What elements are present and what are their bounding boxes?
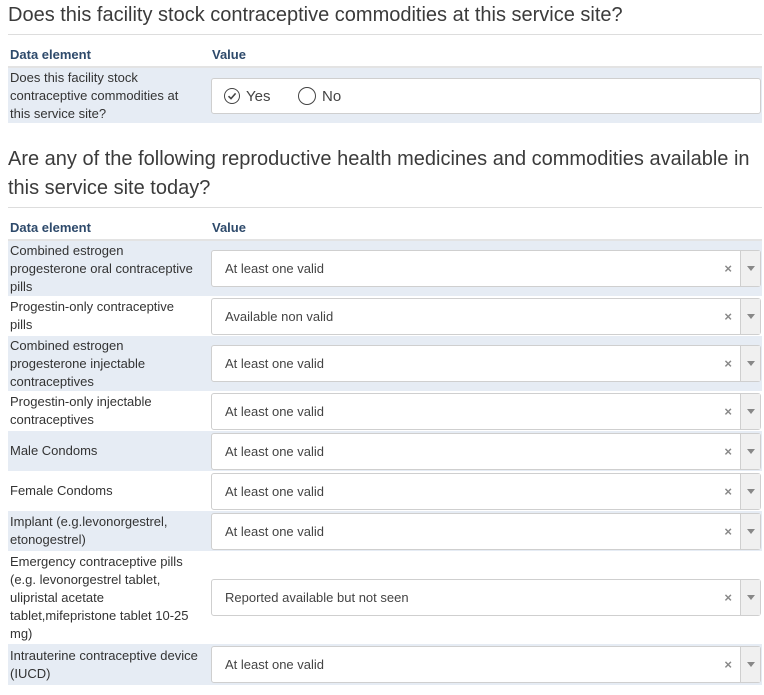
section-divider [8, 207, 762, 208]
chevron-down-icon[interactable] [740, 647, 760, 682]
check-circle-icon [224, 88, 240, 104]
availability-select[interactable]: At least one valid × [211, 513, 761, 550]
clear-x-icon[interactable]: × [724, 356, 732, 371]
section-title-availability: Are any of the following reproductive he… [8, 148, 750, 199]
chevron-down-icon[interactable] [740, 474, 760, 509]
clear-x-icon[interactable]: × [724, 657, 732, 672]
header-underline [8, 239, 762, 241]
chevron-down-icon[interactable] [740, 394, 760, 429]
clear-x-icon[interactable]: × [724, 524, 732, 539]
select-value: At least one valid [225, 524, 325, 539]
radio-yes[interactable]: Yes [224, 79, 270, 113]
row-label: Progestin-only contraceptive pills [10, 299, 175, 332]
row-label: Male Condoms [10, 443, 98, 458]
availability-select[interactable]: Reported available but not seen × [211, 579, 761, 616]
table-row: Male Condoms At least one valid × [8, 431, 762, 471]
availability-select[interactable]: At least one valid × [211, 473, 761, 510]
chevron-down-icon[interactable] [740, 346, 760, 381]
header-data-element: Data element [10, 47, 91, 62]
select-value: Reported available but not seen [225, 590, 409, 605]
radio-yes-label: Yes [246, 87, 271, 105]
select-value: Available non valid [225, 309, 334, 324]
table-row: Implant (e.g.levonorgestrel, etonogestre… [8, 511, 762, 551]
row-label: Emergency contraceptive pills (e.g. levo… [10, 553, 189, 641]
select-value: At least one valid [225, 657, 325, 672]
select-value: At least one valid [225, 261, 325, 276]
clear-x-icon[interactable]: × [724, 484, 732, 499]
table-row: Does this facility stock contraceptive c… [8, 68, 762, 123]
chevron-down-icon[interactable] [740, 514, 760, 549]
chevron-down-icon[interactable] [740, 434, 760, 469]
row-label: Progestin-only injectable contraceptives [10, 394, 152, 427]
table-row: Progestin-only injectable contraceptives… [8, 391, 762, 431]
chevron-down-icon[interactable] [740, 580, 760, 615]
radio-no[interactable]: No [298, 79, 341, 113]
clear-x-icon[interactable]: × [724, 590, 732, 605]
select-value: At least one valid [225, 404, 325, 419]
radio-empty-icon [298, 87, 316, 105]
header-underline [8, 66, 762, 68]
select-value: At least one valid [225, 484, 325, 499]
row-label: Implant (e.g.levonorgestrel, etonogestre… [10, 514, 168, 547]
select-value: At least one valid [225, 444, 325, 459]
clear-x-icon[interactable]: × [724, 404, 732, 419]
header-value: Value [212, 220, 246, 235]
row-label: Intrauterine contraceptive device (IUCD) [10, 647, 198, 681]
header-data-element: Data element [10, 220, 91, 235]
table-row: Combined estrogen progesterone injectabl… [8, 336, 762, 391]
table-row: Progestin-only contraceptive pills Avail… [8, 296, 762, 336]
section-title-stock: Does this facility stock contraceptive c… [8, 4, 623, 26]
table-row: Combined estrogen progesterone oral cont… [8, 241, 762, 296]
row-label: Female Condoms [10, 483, 113, 498]
table-header: Data element Value [8, 41, 762, 68]
row-label: Does this facility stock contraceptive c… [10, 69, 179, 121]
availability-select[interactable]: At least one valid × [211, 250, 761, 287]
availability-select[interactable]: At least one valid × [211, 393, 761, 430]
table-row: Emergency contraceptive pills (e.g. levo… [8, 551, 762, 644]
availability-select[interactable]: At least one valid × [211, 433, 761, 470]
clear-x-icon[interactable]: × [724, 261, 732, 276]
availability-select[interactable]: At least one valid × [211, 345, 761, 382]
row-label: Combined estrogen progesterone oral cont… [10, 242, 193, 294]
chevron-down-icon[interactable] [740, 299, 760, 334]
table-header: Data element Value [8, 214, 762, 241]
clear-x-icon[interactable]: × [724, 309, 732, 324]
section-divider [8, 34, 762, 35]
yes-no-radio-group: Yes No [211, 78, 761, 114]
header-value: Value [212, 47, 246, 62]
row-label: Combined estrogen progesterone injectabl… [10, 337, 146, 389]
table-row: Intrauterine contraceptive device (IUCD)… [8, 644, 762, 685]
availability-select[interactable]: At least one valid × [211, 646, 761, 683]
radio-no-label: No [322, 87, 342, 105]
clear-x-icon[interactable]: × [724, 444, 732, 459]
table-row: Female Condoms At least one valid × [8, 471, 762, 511]
availability-select[interactable]: Available non valid × [211, 298, 761, 335]
chevron-down-icon[interactable] [740, 251, 760, 286]
select-value: At least one valid [225, 356, 325, 371]
